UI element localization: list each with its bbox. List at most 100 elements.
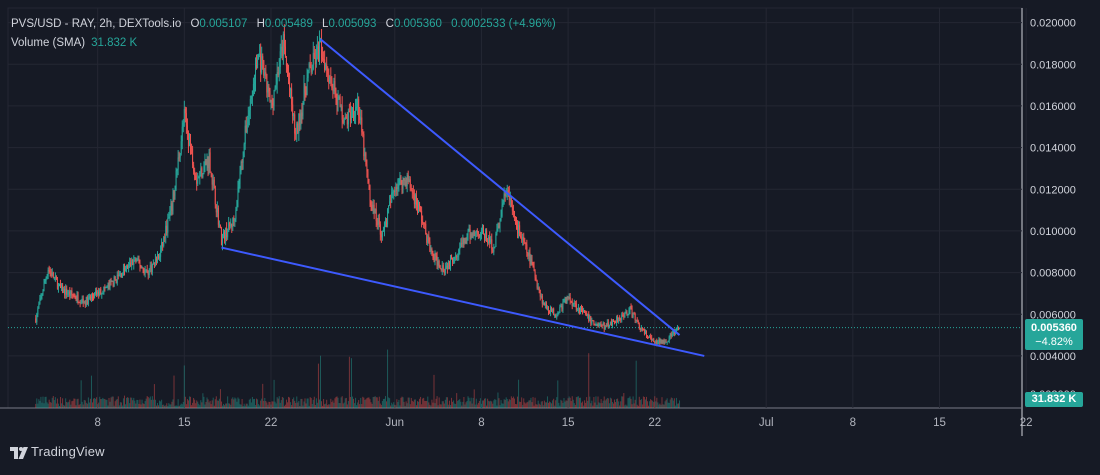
candle-body <box>205 161 207 165</box>
candle-body <box>341 105 343 120</box>
volume-bar <box>542 405 544 408</box>
volume-bar <box>495 399 497 408</box>
volume-bar <box>127 397 129 408</box>
volume-bar <box>49 402 51 408</box>
volume-bar <box>98 402 100 408</box>
candle-body <box>387 209 389 225</box>
volume-bar <box>384 396 386 408</box>
volume-bar <box>407 397 409 408</box>
volume-bar <box>308 405 310 408</box>
volume-bar <box>132 400 134 408</box>
volume-bar <box>398 399 400 408</box>
volume-bar <box>114 401 116 408</box>
candle-body <box>553 308 555 316</box>
candle-body <box>435 254 437 256</box>
volume-bar <box>576 396 578 408</box>
candle-body <box>295 133 297 135</box>
volume-bar <box>598 402 600 408</box>
candle-body <box>235 210 237 219</box>
high-label: H <box>256 18 265 30</box>
volume-bar <box>246 403 248 408</box>
candle-body <box>455 256 457 258</box>
volume-bar <box>320 355 321 408</box>
candle-body <box>663 339 665 343</box>
volume-bar <box>371 403 373 408</box>
volume-bar <box>99 396 101 408</box>
candle-body <box>233 217 235 222</box>
candle-body <box>536 281 538 288</box>
candle-body <box>651 337 653 341</box>
volume-bar <box>379 403 381 408</box>
candle-body <box>160 250 162 257</box>
candle-body <box>556 316 558 318</box>
candle-body <box>462 238 464 244</box>
candle-body <box>272 102 274 106</box>
volume-bar <box>305 403 307 408</box>
candle-body <box>377 218 379 226</box>
volume-bar <box>679 400 681 408</box>
volume-bar <box>468 397 470 408</box>
candle-body <box>632 313 634 318</box>
candle-body <box>258 54 260 60</box>
volume-bar <box>51 397 53 408</box>
symbol-label[interactable]: PVS/USD - RAY, 2h, DEXTools.io <box>11 18 182 30</box>
volume-bar <box>615 402 617 408</box>
volume-bar <box>447 404 449 408</box>
volume-bar <box>421 404 423 408</box>
candle-body <box>139 262 141 268</box>
volume-bar <box>664 401 666 408</box>
tradingview-brand[interactable]: TradingView <box>31 444 105 459</box>
candle-body <box>550 307 552 313</box>
volume-bar <box>583 405 585 408</box>
candle-body <box>390 201 392 203</box>
volume-bar <box>199 405 201 408</box>
y-axis-tick-label: 0.016000 <box>1030 101 1076 113</box>
volume-bar <box>383 398 385 408</box>
candle-body <box>277 72 279 75</box>
volume-bar <box>459 399 461 408</box>
volume-bar <box>373 396 375 408</box>
candle-body <box>358 99 360 117</box>
tradingview-logo-icon[interactable] <box>10 445 28 461</box>
footer-bar: TradingView <box>0 436 1100 470</box>
volume-bar <box>170 404 172 408</box>
candle-body <box>356 106 358 108</box>
candle-body <box>372 204 374 211</box>
volume-bar <box>460 401 462 408</box>
volume-bar <box>178 405 180 408</box>
volume-bar <box>492 403 494 408</box>
candle-body <box>41 294 43 296</box>
candle-body <box>577 307 579 310</box>
volume-bar <box>368 397 370 408</box>
candle-body <box>429 241 431 252</box>
volume-bar <box>68 401 70 408</box>
candle-body <box>642 329 644 331</box>
candle-body <box>615 322 617 324</box>
candle-body <box>169 210 171 217</box>
candle-body <box>439 265 441 269</box>
candle-body <box>541 295 543 304</box>
candle-body <box>508 192 510 201</box>
candle-body <box>171 203 173 211</box>
volume-bar <box>56 398 58 408</box>
volume-bar <box>237 397 239 408</box>
volume-label[interactable]: Volume (SMA) <box>11 37 86 49</box>
candle-body <box>165 225 167 238</box>
volume-bar <box>498 398 500 408</box>
volume-bar <box>201 402 203 408</box>
candle-body <box>240 162 242 172</box>
candle-body <box>334 80 336 90</box>
candle-body <box>545 303 547 308</box>
volume-bar <box>587 400 589 408</box>
candle-body <box>299 113 301 126</box>
volume-bar <box>627 398 629 408</box>
volume-bar <box>651 400 653 408</box>
candle-body <box>612 319 614 322</box>
volume-bar <box>233 399 235 408</box>
volume-bar <box>471 403 473 408</box>
candle-body <box>378 218 380 225</box>
volume-bar <box>118 405 120 408</box>
candle-body <box>146 269 148 272</box>
